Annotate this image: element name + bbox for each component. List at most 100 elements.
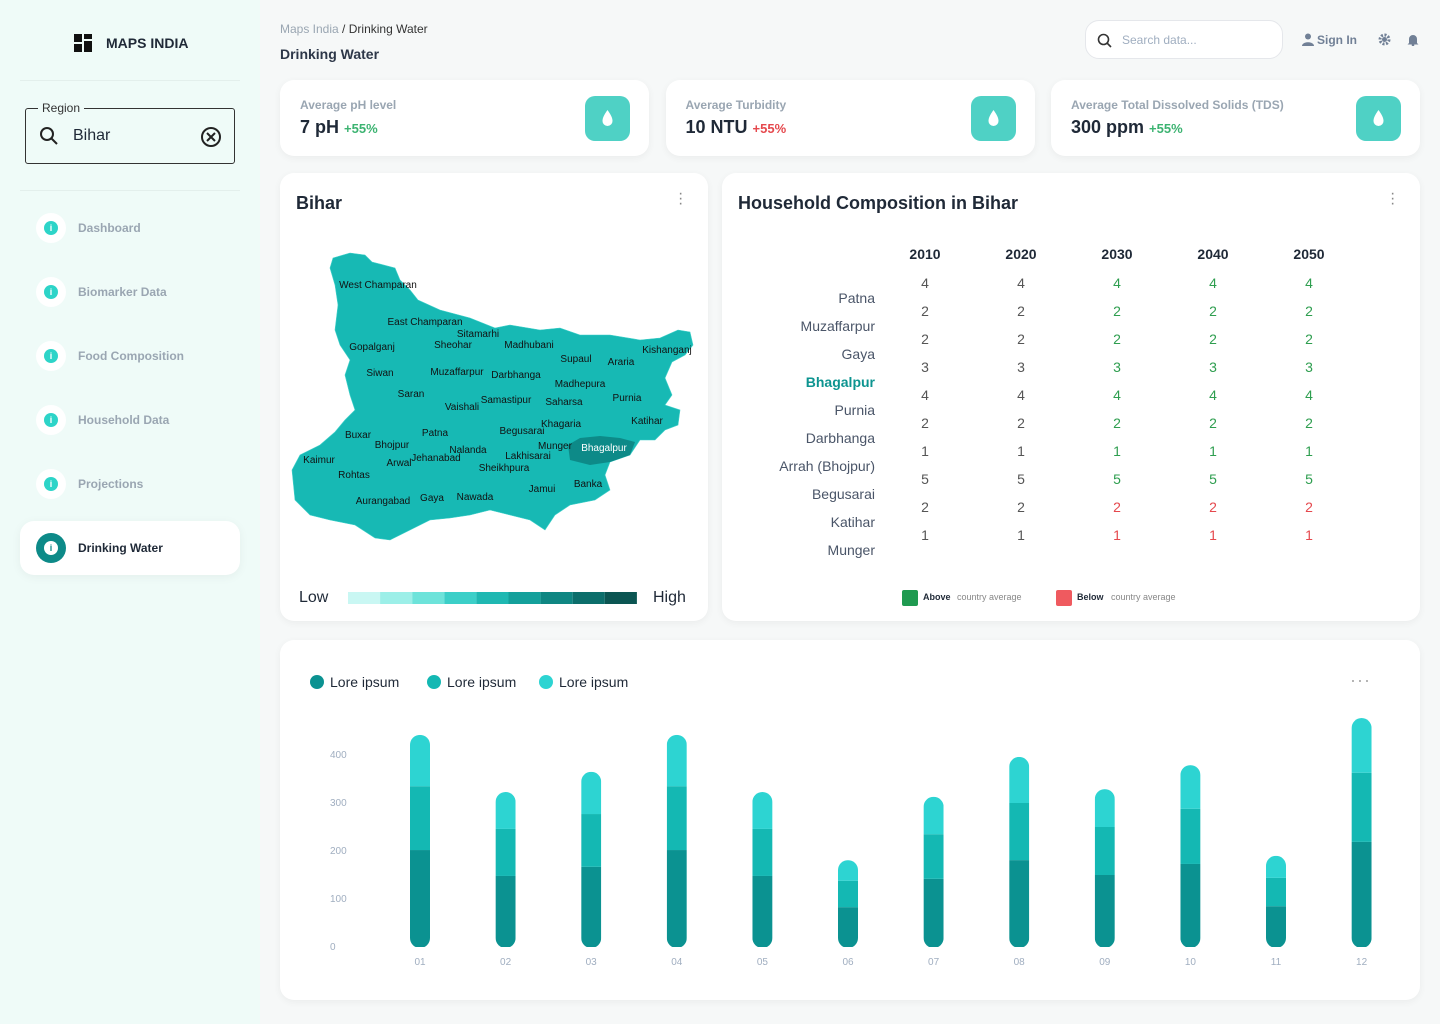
cell: 2 <box>1017 499 1025 515</box>
cell: 2 <box>1209 415 1217 431</box>
search-box[interactable]: Search data... <box>1085 20 1283 59</box>
nav-item[interactable]: i Household Data <box>20 393 240 447</box>
cell: 1 <box>921 443 929 459</box>
legend-dot <box>427 675 441 689</box>
nav-item[interactable]: i Biomarker Data <box>20 265 240 319</box>
region-select[interactable]: Region Bihar <box>25 101 235 164</box>
cell: 3 <box>1305 359 1313 375</box>
kpi-card: Average pH level 7 pH +55% <box>280 80 649 156</box>
column-header: 2030 <box>1101 246 1133 262</box>
cell: 2 <box>1017 331 1025 347</box>
legend-high: High <box>653 589 686 606</box>
cell: 4 <box>1113 275 1121 291</box>
kpi-label: Average Total Dissolved Solids (TDS) <box>1071 98 1284 112</box>
crumb-current: Drinking Water <box>348 22 428 36</box>
nav-label: Drinking Water <box>78 541 163 555</box>
nav-item[interactable]: i Projections <box>20 457 240 511</box>
cell: 1 <box>1113 527 1121 543</box>
nav-icon: i <box>36 213 66 243</box>
settings-button[interactable] <box>1378 33 1391 46</box>
notifications-button[interactable] <box>1407 33 1419 46</box>
nav-item[interactable]: i Food Composition <box>20 329 240 383</box>
legend-bold: Below <box>1077 592 1104 602</box>
cell: 2 <box>921 499 929 515</box>
kpi-value: 300 ppm +55% <box>1071 117 1183 138</box>
crumb-root[interactable]: Maps India <box>280 22 339 36</box>
nav-label: Food Composition <box>78 349 184 363</box>
clear-button[interactable] <box>200 126 222 148</box>
legend-text: country average <box>1111 592 1176 602</box>
legend-text: country average <box>957 592 1022 602</box>
cell: 3 <box>921 359 929 375</box>
menu-button[interactable]: ··· <box>1350 670 1371 690</box>
legend-label: Lore ipsum <box>330 674 400 690</box>
cell: 4 <box>1017 387 1025 403</box>
cell: 3 <box>1209 359 1217 375</box>
cell: 1 <box>1209 443 1217 459</box>
legend-swatch <box>902 590 918 606</box>
cell: 2 <box>1113 331 1121 347</box>
nav-icon: i <box>36 533 66 563</box>
kpi-value-text: 7 pH <box>300 117 340 137</box>
cell: 2 <box>1209 499 1217 515</box>
cell: 2 <box>1017 303 1025 319</box>
crumb-sep: / <box>342 22 346 36</box>
nav-item[interactable]: i Dashboard <box>20 201 240 255</box>
legend-label: Lore ipsum <box>447 674 517 690</box>
kpi-icon <box>1356 96 1401 141</box>
cell: 4 <box>1113 387 1121 403</box>
cell: 1 <box>1305 527 1313 543</box>
cell: 5 <box>1113 471 1121 487</box>
legend-bold: Above <box>923 592 951 602</box>
kpi-value: 7 pH +55% <box>300 117 378 138</box>
table-card: Household Composition in Bihar · · · <box>722 173 1420 621</box>
legend-swatch <box>1056 590 1072 606</box>
kpi-card: Average Turbidity 10 NTU +55% <box>665 80 1035 156</box>
row-label: Begusarai <box>811 486 875 502</box>
legend-dot <box>310 675 324 689</box>
cell: 2 <box>1305 303 1313 319</box>
kpi-value: 10 NTU +55% <box>686 117 787 138</box>
cell: 2 <box>1305 331 1313 347</box>
nav-label: Dashboard <box>78 221 141 235</box>
user-icon <box>1302 33 1314 46</box>
legend-dot <box>539 675 553 689</box>
cell: 2 <box>1113 303 1121 319</box>
cell: 5 <box>1017 471 1025 487</box>
cell: 4 <box>921 275 929 291</box>
cell: 2 <box>1017 415 1025 431</box>
brand: MAPS INDIA <box>106 35 189 51</box>
page-title: Drinking Water <box>280 46 380 62</box>
cell: 2 <box>1209 303 1217 319</box>
chart-card: ··· <box>280 640 1420 1000</box>
kpi-label: Average Turbidity <box>685 98 787 112</box>
cell: 4 <box>1209 387 1217 403</box>
column-header: 2010 <box>909 246 941 262</box>
row-label: Arrah (Bhojpur) <box>779 458 875 474</box>
kpi-change: +55% <box>1149 121 1183 136</box>
map-card: Bihar · · · Low High <box>280 173 708 621</box>
column-header: 2050 <box>1293 246 1325 262</box>
search-icon <box>1097 33 1112 48</box>
menu-button[interactable]: ··· <box>1390 185 1396 212</box>
cell: 1 <box>1305 443 1313 459</box>
kpi-label: Average pH level <box>300 98 397 112</box>
kpi-icon <box>970 96 1016 141</box>
cell: 4 <box>1017 275 1025 291</box>
sidebar: MAPS INDIA Region Bihar i Dashboard i Bioma… <box>0 0 260 1024</box>
cell: 4 <box>1305 275 1313 291</box>
kpi-card: Average Total Dissolved Solids (TDS) 300 … <box>1051 80 1420 156</box>
cell: 2 <box>1209 331 1217 347</box>
cell: 2 <box>1113 415 1121 431</box>
cell: 3 <box>1017 359 1025 375</box>
menu-button[interactable]: ··· <box>678 185 684 212</box>
nav-item[interactable]: i Drinking Water <box>20 521 240 575</box>
nav-label: Biomarker Data <box>78 285 167 299</box>
sign-in[interactable]: Sign In <box>1317 33 1357 47</box>
cell: 1 <box>921 527 929 543</box>
cell: 2 <box>1305 415 1313 431</box>
cell: 4 <box>1209 275 1217 291</box>
nav-icon: i <box>36 277 66 307</box>
kpi-value-text: 10 NTU <box>685 117 748 137</box>
